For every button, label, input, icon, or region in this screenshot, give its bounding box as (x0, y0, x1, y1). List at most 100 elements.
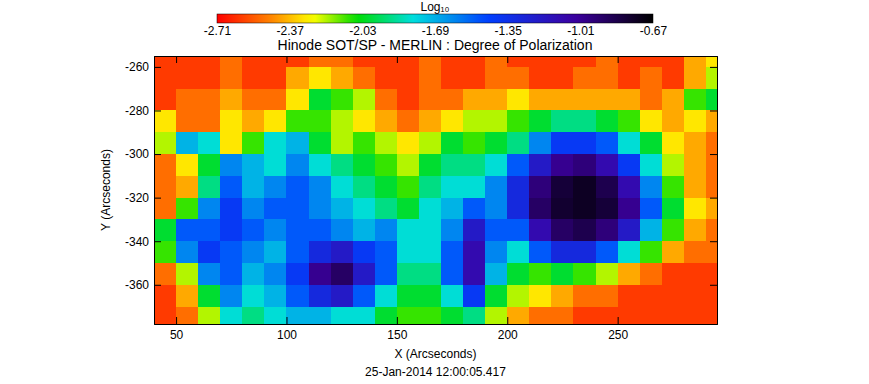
heatmap-cell (485, 154, 508, 176)
heatmap-cell (706, 67, 717, 89)
heatmap-cell (596, 307, 619, 324)
heatmap-cell (507, 67, 530, 89)
heatmap-cell (154, 154, 177, 176)
tick-mark (154, 198, 161, 199)
heatmap-cell (441, 176, 464, 198)
heatmap-cell (198, 154, 221, 176)
heatmap-cell (618, 110, 641, 132)
tick: -2.37 (276, 23, 304, 38)
heatmap-cell (706, 176, 717, 198)
tick-mark (154, 285, 161, 286)
heatmap-cell (242, 241, 265, 263)
heatmap-cell (176, 263, 199, 285)
heatmap-cell (485, 56, 508, 67)
heatmap-cell (353, 285, 376, 307)
heatmap-cell (353, 263, 376, 285)
tick-label: 150 (387, 328, 407, 342)
heatmap-cell (309, 176, 332, 198)
tick (286, 56, 287, 63)
heatmap-cell (529, 285, 552, 307)
heatmap-cell (309, 67, 332, 89)
heatmap-cell (375, 219, 398, 241)
heatmap-cell (662, 132, 685, 154)
tick (710, 154, 717, 155)
heatmap-cell (309, 154, 332, 176)
tick: -320 (125, 191, 161, 205)
heatmap-cell (573, 285, 596, 307)
heatmap-cell (573, 110, 596, 132)
heatmap-cell (441, 241, 464, 263)
heatmap-cell (176, 176, 199, 198)
heatmap-cell (397, 285, 420, 307)
x-axis: 50100150200250 (155, 317, 718, 342)
heatmap-cell (353, 219, 376, 241)
tick (507, 56, 508, 63)
tick-mark (397, 317, 398, 324)
heatmap-cell (551, 307, 574, 324)
heatmap-cell (397, 219, 420, 241)
heatmap-cell (596, 110, 619, 132)
heatmap-cell (176, 110, 199, 132)
heatmap-cell (684, 89, 707, 111)
tick-label: -1.69 (422, 24, 450, 38)
heatmap-cell (596, 176, 619, 198)
tick (397, 56, 398, 63)
heatmap-cell (154, 307, 177, 324)
heatmap-cell (331, 198, 354, 220)
tick (710, 67, 717, 68)
heatmap-cell (375, 241, 398, 263)
heatmap-cell (662, 154, 685, 176)
heatmap-cell (331, 285, 354, 307)
tick-label: -300 (125, 147, 149, 161)
tick: -1.69 (422, 23, 450, 38)
heatmap-cells (154, 56, 717, 324)
heatmap-cell (309, 307, 332, 324)
tick-label: -280 (125, 104, 149, 118)
heatmap-cell (662, 307, 685, 324)
heatmap-cell (640, 110, 663, 132)
heatmap-cell (154, 241, 177, 263)
heatmap-cell (309, 263, 332, 285)
heatmap-cell (706, 56, 717, 67)
heatmap-cell (286, 154, 309, 176)
heatmap-cell (419, 67, 442, 89)
heatmap-cell (463, 132, 486, 154)
heatmap-cell (397, 198, 420, 220)
axis-line (155, 57, 718, 64)
heatmap-cell (154, 263, 177, 285)
heatmap-cell (485, 89, 508, 111)
heatmap-cell (176, 154, 199, 176)
heatmap-cell (397, 307, 420, 324)
tick (710, 198, 717, 199)
heatmap-cell (684, 307, 707, 324)
heatmap-cell (441, 110, 464, 132)
heatmap-cell (662, 219, 685, 241)
heatmap-cell (220, 263, 243, 285)
tick: -300 (125, 147, 161, 161)
heatmap-cell (353, 154, 376, 176)
heatmap-cell (684, 56, 707, 67)
heatmap-cell (529, 219, 552, 241)
heatmap-cell (551, 263, 574, 285)
heatmap-cell (463, 285, 486, 307)
tick-label: 250 (608, 328, 628, 342)
heatmap-cell (529, 263, 552, 285)
heatmap-cell (176, 241, 199, 263)
heatmap-cell (176, 307, 199, 324)
heatmap-cell (596, 263, 619, 285)
tick-mark (154, 110, 161, 111)
heatmap-cell (353, 176, 376, 198)
heatmap-cell (419, 176, 442, 198)
heatmap-cell (573, 198, 596, 220)
heatmap-cell (596, 198, 619, 220)
heatmap-cell (286, 219, 309, 241)
heatmap-cell (309, 56, 332, 67)
heatmap-cell (485, 110, 508, 132)
heatmap-cell (198, 198, 221, 220)
tick-mark (507, 56, 508, 63)
heatmap-cell (441, 285, 464, 307)
tick-mark (154, 154, 161, 155)
heatmap-cell (618, 132, 641, 154)
heatmap-cell (242, 198, 265, 220)
heatmap-cell (662, 198, 685, 220)
